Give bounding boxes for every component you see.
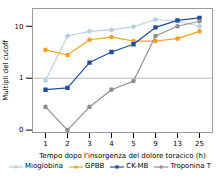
svg-text:0: 0 xyxy=(19,126,23,134)
html-text:Troponina T: Troponina T xyxy=(170,162,211,170)
html-text:CK-MB: CK-MB xyxy=(126,162,149,170)
svg-text:13: 13 xyxy=(173,140,182,148)
svg-text:25: 25 xyxy=(195,140,204,148)
svg-text:9: 9 xyxy=(153,140,157,148)
svg-text:2: 2 xyxy=(65,140,69,148)
svg-text:10: 10 xyxy=(15,23,24,31)
svg-text:4: 4 xyxy=(109,140,114,148)
html-text:Mioglobina: Mioglobina xyxy=(25,162,63,170)
svg-text:Tempo dopo l'insorgenza del do: Tempo dopo l'insorgenza del dolore torac… xyxy=(38,152,206,160)
svg-text:3: 3 xyxy=(87,140,91,148)
html-text:GPBB: GPBB xyxy=(85,162,105,170)
svg-text:1: 1 xyxy=(19,74,23,82)
svg-text:5: 5 xyxy=(131,140,135,148)
svg-text:Multipli del cutoff: Multipli del cutoff xyxy=(2,40,10,101)
svg-text:1: 1 xyxy=(43,140,47,148)
